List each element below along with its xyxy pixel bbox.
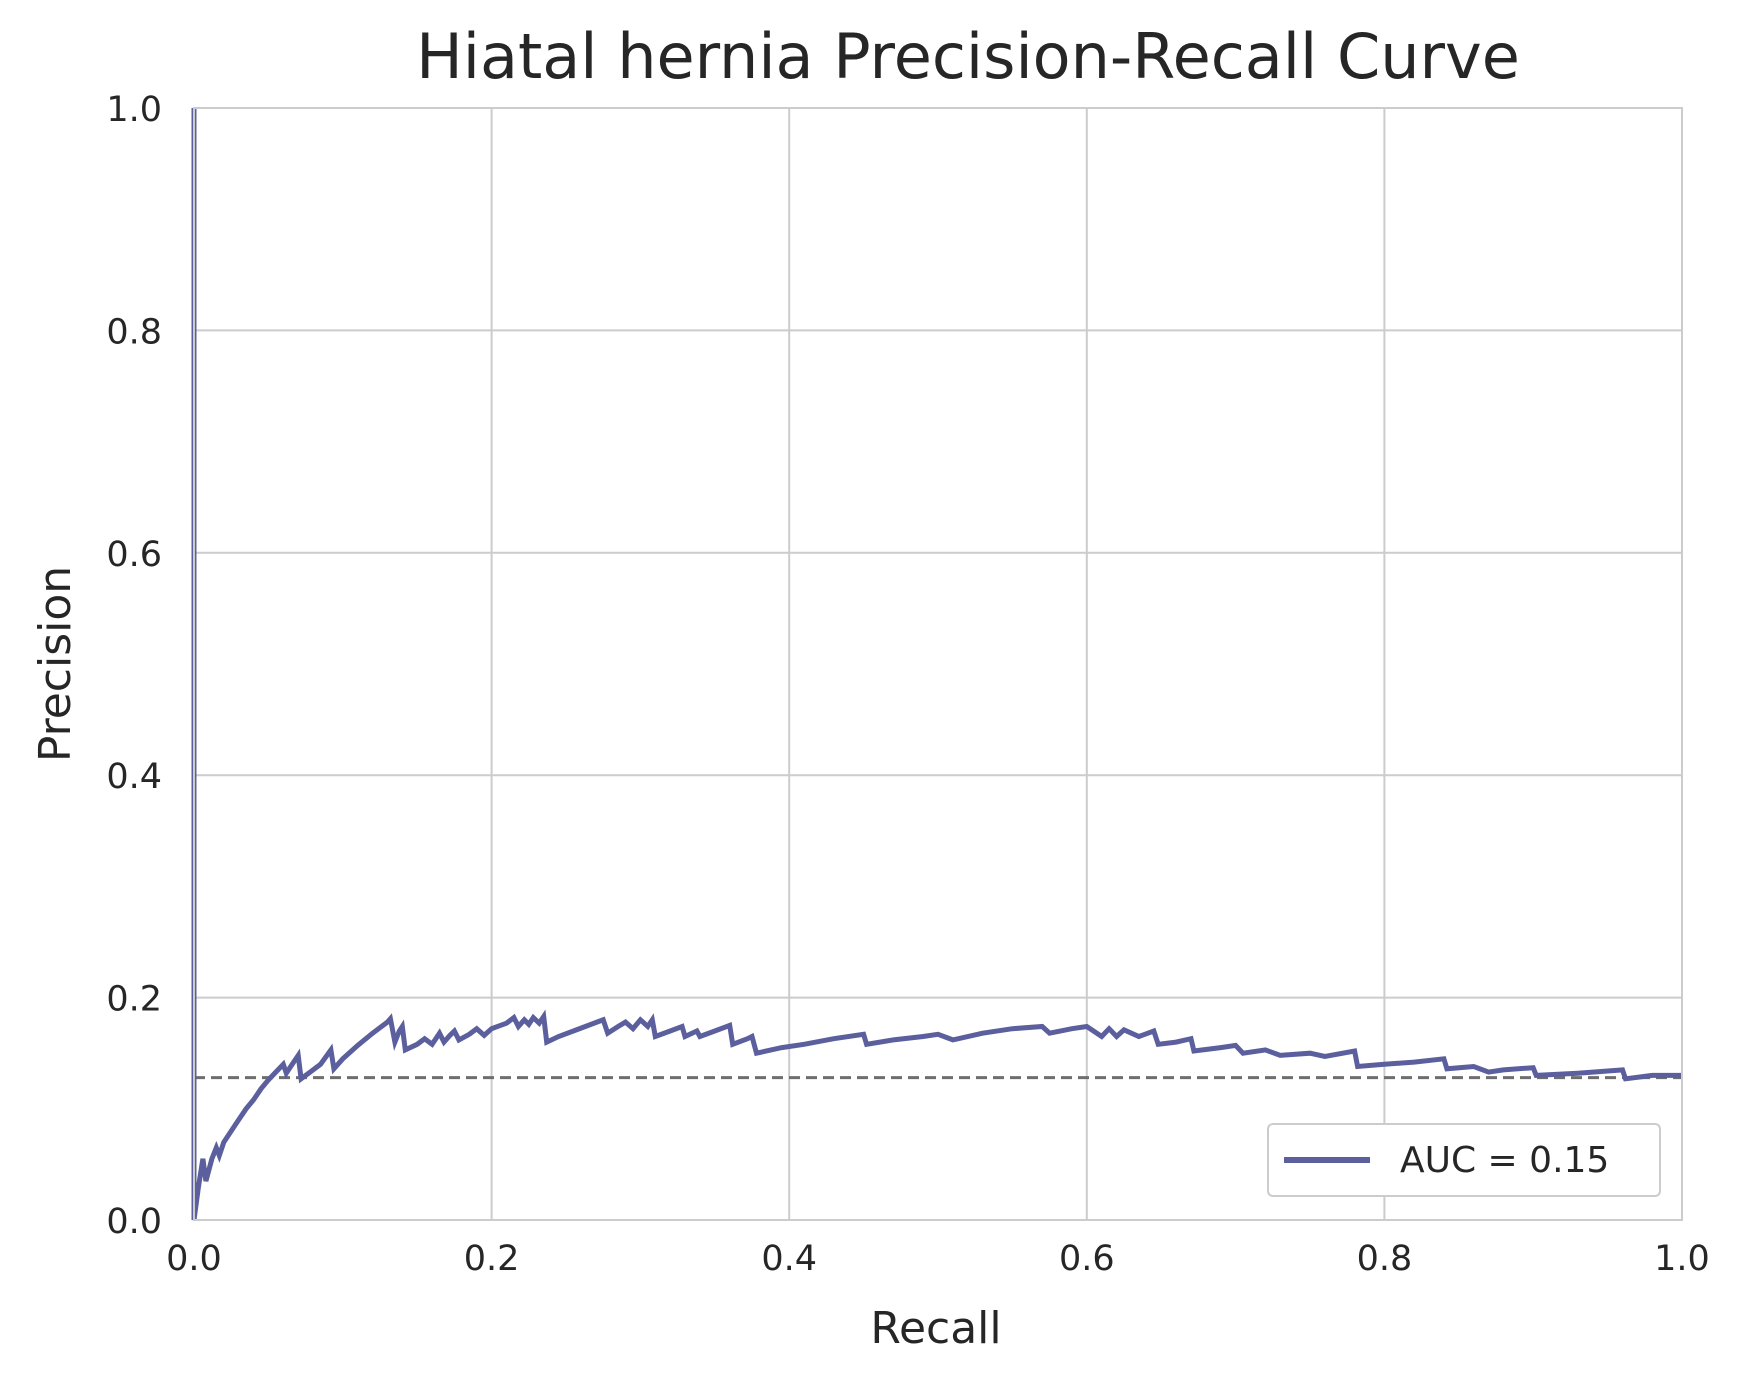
x-tick-label-5: 1.0: [1654, 1239, 1710, 1279]
x-tick-label-4: 0.8: [1357, 1239, 1413, 1279]
plot-border: [193, 107, 1683, 1221]
x-tick-label-0: 0.0: [166, 1239, 222, 1279]
x-tick-label-1: 0.2: [464, 1239, 520, 1279]
grid-lines: [193, 107, 1683, 1221]
y-tick-label-3: 0.6: [106, 535, 162, 575]
x-tick-labels: 0.0 0.2 0.4 0.6 0.8 1.0: [166, 1239, 1710, 1279]
y-tick-label-5: 1.0: [106, 90, 162, 130]
y-axis-label: Precision: [30, 566, 81, 762]
legend-label: AUC = 0.15: [1400, 1140, 1609, 1181]
plot-frame: [193, 107, 1683, 1221]
pr-curve-series-0: [191, 108, 1682, 1221]
chart-title: Hiatal hernia Precision-Recall Curve: [416, 20, 1520, 93]
y-tick-label-0: 0.0: [106, 1202, 162, 1242]
y-tick-labels: 0.0 0.2 0.4 0.6 0.8 1.0: [106, 90, 162, 1242]
x-axis-label: Recall: [870, 1303, 1001, 1354]
series-layer: [191, 108, 1682, 1221]
legend-box: [1267, 1123, 1661, 1197]
x-tick-label-3: 0.6: [1059, 1239, 1115, 1279]
y-tick-label-4: 0.8: [106, 312, 162, 352]
y-tick-label-1: 0.2: [106, 980, 162, 1020]
x-tick-label-2: 0.4: [761, 1239, 817, 1279]
legend: AUC = 0.15: [1267, 1123, 1661, 1197]
y-tick-label-2: 0.4: [106, 757, 162, 797]
